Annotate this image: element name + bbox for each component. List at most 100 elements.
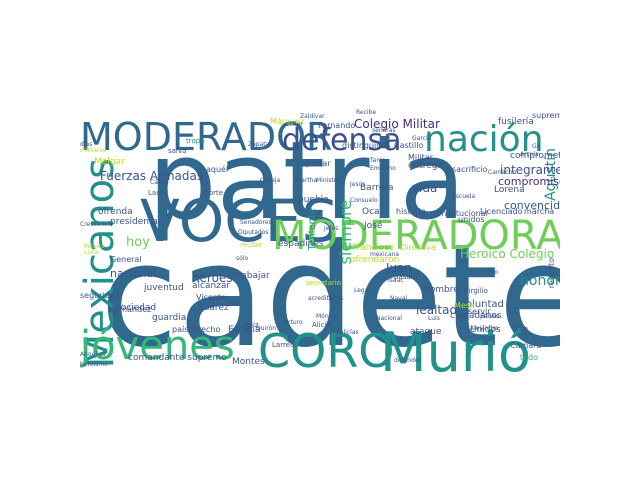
word-123: García bbox=[412, 135, 432, 142]
word-101: Tania bbox=[370, 157, 386, 164]
word-78: Hernández bbox=[108, 305, 152, 314]
word-25: Juan bbox=[386, 261, 413, 275]
word-5: Murió bbox=[380, 321, 532, 373]
word-37: espadines bbox=[278, 239, 324, 249]
word-13: Heroico Colegio bbox=[460, 247, 555, 261]
word-71: servir bbox=[468, 307, 491, 316]
word-113: salva bbox=[168, 147, 187, 155]
word-112: Lista bbox=[84, 249, 99, 256]
word-129: policías bbox=[336, 329, 359, 336]
word-81: Corte bbox=[204, 189, 224, 197]
word-135: Cabos bbox=[150, 179, 169, 186]
word-49: Suárez bbox=[198, 303, 229, 313]
word-62: fusilería bbox=[498, 117, 534, 127]
word-134: jefes bbox=[324, 225, 339, 232]
word-55: Licenciado bbox=[480, 207, 523, 216]
word-121: Zaldívar bbox=[300, 113, 325, 120]
word-9: jóvenes bbox=[80, 323, 235, 369]
word-14: Fuerzas Armadas bbox=[100, 169, 204, 183]
word-19: integrantes bbox=[500, 163, 560, 177]
word-28: lealtad bbox=[416, 303, 458, 317]
word-88: Isaac bbox=[388, 277, 404, 284]
word-45: comandante supremo bbox=[128, 353, 227, 363]
word-66: Militar bbox=[408, 153, 433, 162]
word-73: gran bbox=[512, 325, 529, 333]
word-83: Ruiz bbox=[244, 321, 259, 329]
word-58: Castillo bbox=[394, 141, 424, 150]
word-3: VOCES bbox=[140, 187, 339, 255]
word-85: Larrea bbox=[272, 341, 295, 349]
word-6: MODERADORA bbox=[272, 213, 560, 259]
word-50: Melgar bbox=[94, 157, 125, 167]
word-75: país bbox=[172, 325, 189, 334]
word-60: Lorena bbox=[494, 185, 525, 195]
word-116: Calleja bbox=[260, 177, 281, 184]
word-64: entrega bbox=[408, 161, 444, 171]
word-18: compromiso bbox=[498, 175, 560, 188]
word-127: Arzola bbox=[520, 151, 539, 158]
word-69: ataque bbox=[410, 327, 442, 337]
word-12: Colegio Militar bbox=[354, 117, 440, 131]
word-103: Escuela bbox=[452, 193, 476, 200]
word-120: Recibe bbox=[356, 109, 377, 116]
word-23: honor bbox=[520, 273, 560, 289]
word-36: pueblo bbox=[298, 195, 329, 205]
word-38: trabajar bbox=[234, 271, 270, 281]
word-108: Angélica bbox=[80, 351, 106, 358]
word-4: CORO bbox=[258, 324, 395, 372]
word-33: José bbox=[364, 221, 383, 231]
word-10: nación bbox=[424, 119, 544, 160]
word-100: tropa bbox=[186, 137, 205, 145]
word-111: México bbox=[84, 243, 105, 250]
word-91: Alejandro bbox=[470, 325, 499, 332]
word-34: Barrera bbox=[360, 183, 394, 193]
word-74: Virgilio bbox=[464, 287, 488, 295]
word-86: Arturo bbox=[284, 319, 303, 326]
word-53: historia bbox=[396, 207, 426, 216]
word-42: juventud bbox=[144, 283, 184, 293]
word-109: heroísmo bbox=[80, 361, 108, 368]
word-122: acreditados bbox=[308, 295, 344, 302]
word-114: días bbox=[80, 141, 93, 148]
word-57: Fernando bbox=[318, 121, 356, 130]
word-126: retiro bbox=[482, 269, 499, 276]
word-20: convencidos bbox=[504, 199, 560, 212]
word-2: patria bbox=[148, 119, 466, 244]
word-125: Legal bbox=[354, 287, 371, 294]
word-30: ciudadanos bbox=[450, 311, 502, 321]
word-46: Montes bbox=[232, 357, 265, 367]
word-52: Oca bbox=[362, 207, 380, 217]
word-77: General bbox=[110, 255, 142, 264]
word-136: Quirón bbox=[256, 325, 277, 332]
word-106: defender bbox=[394, 357, 422, 364]
word-48: Vicente bbox=[196, 293, 226, 302]
word-41: guardia bbox=[152, 313, 187, 323]
word-94: Directiva bbox=[400, 243, 436, 252]
word-130: sólo bbox=[236, 255, 249, 262]
word-82: pasará bbox=[394, 273, 418, 281]
word-87: Mónica bbox=[316, 313, 338, 320]
word-72: respeto bbox=[547, 258, 556, 289]
word-31: ofrendaron bbox=[350, 255, 400, 265]
word-47: Escutia bbox=[228, 325, 261, 335]
word-80: Laura bbox=[148, 189, 168, 197]
word-98: recibir bbox=[240, 241, 263, 249]
word-99: aquél bbox=[206, 165, 229, 174]
word-29: voluntad bbox=[460, 299, 504, 310]
word-39: alcanzar bbox=[192, 281, 231, 291]
word-40: sociedad bbox=[116, 303, 157, 313]
word-79: importar bbox=[296, 159, 331, 168]
word-44: presidenta bbox=[110, 217, 158, 227]
word-76: derecho bbox=[188, 325, 221, 334]
word-119: Ministro bbox=[316, 177, 340, 184]
word-22: héroes bbox=[192, 271, 233, 285]
word-89: Naval bbox=[390, 295, 408, 302]
word-93: todo bbox=[520, 353, 539, 362]
word-115: secretario bbox=[306, 279, 341, 287]
word-43: seguridad bbox=[80, 291, 120, 300]
word-65: sacrificio bbox=[452, 165, 488, 174]
word-27: hombre bbox=[424, 285, 459, 295]
word-1: cadete bbox=[100, 214, 560, 372]
word-67: unidos bbox=[458, 215, 485, 224]
word-102: Emiliano bbox=[370, 165, 396, 172]
